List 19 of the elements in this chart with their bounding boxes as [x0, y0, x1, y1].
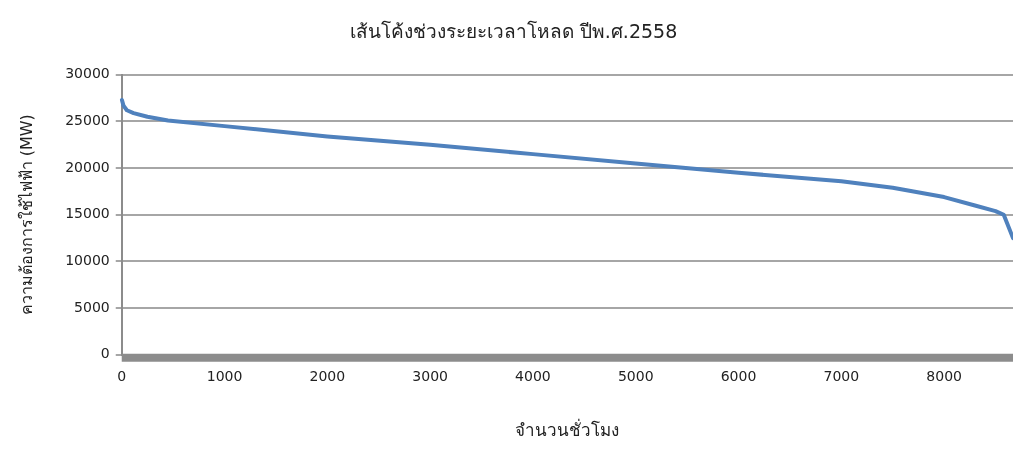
x-tick-label: 2000	[309, 367, 346, 384]
y-axis-title: ความต้องการใช้ไฟฟ้า (MW)	[16, 114, 36, 316]
y-tick-label: 15000	[65, 205, 110, 222]
x-tick-label: 1000	[206, 367, 243, 384]
y-tick-label: 0	[100, 345, 110, 362]
x-tick-label: 0	[117, 367, 127, 384]
y-tick-label: 5000	[74, 298, 110, 315]
x-tick-label: 8000	[926, 367, 962, 384]
x-tick-label: 5000	[617, 367, 654, 384]
x-tick-label: 4000	[515, 367, 551, 384]
chart-title: เส้นโค้งช่วงระยะเวลาโหลด ปีพ.ศ.2558	[349, 20, 678, 43]
x-tick-label: 6000	[720, 367, 757, 384]
y-tick-label: 25000	[65, 112, 110, 129]
y-tick-label: 30000	[65, 65, 110, 82]
x-tick-label: 7000	[823, 367, 860, 384]
y-tick-label: 10000	[65, 252, 110, 269]
x-axis-title: จำนวนชั่วโมง	[515, 418, 620, 441]
x-tick-label: 3000	[412, 367, 448, 384]
y-tick-label: 20000	[65, 158, 110, 175]
